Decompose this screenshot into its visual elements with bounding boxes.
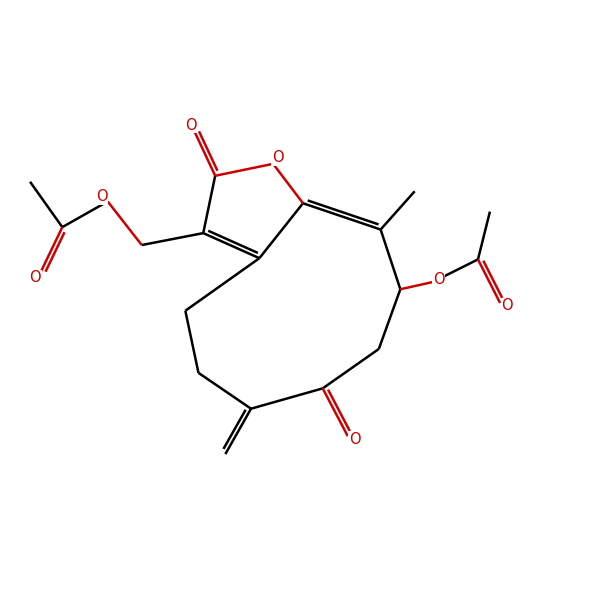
Text: O: O <box>272 151 284 166</box>
Text: O: O <box>185 118 197 133</box>
Text: O: O <box>349 431 361 446</box>
Text: O: O <box>29 271 41 286</box>
Text: O: O <box>502 298 513 313</box>
Text: O: O <box>433 272 445 287</box>
Text: O: O <box>96 189 107 204</box>
